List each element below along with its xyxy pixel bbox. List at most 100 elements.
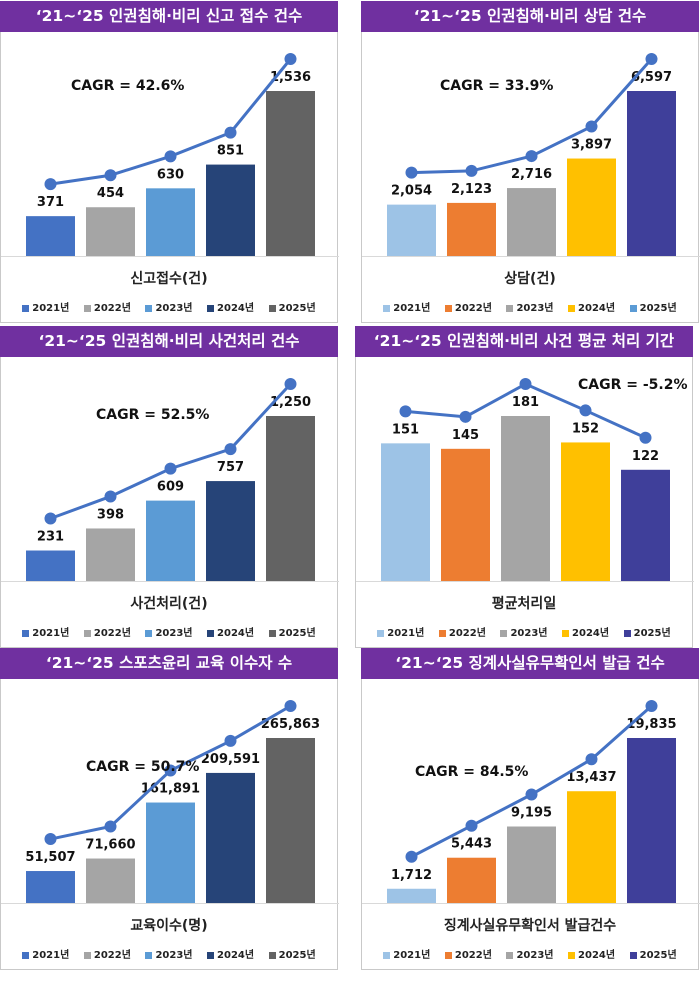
bar xyxy=(387,204,436,256)
trend-marker xyxy=(104,490,117,503)
trend-marker xyxy=(525,150,538,163)
chart-svg: 2,054 2,123 2,716 3,897 6,597 xyxy=(362,53,700,257)
trend-marker xyxy=(405,850,418,863)
chart-panel-counseling: ‘21~‘25 인권침해·비리 상담 건수 2,054 2,123 2,716 3,89… xyxy=(361,1,700,323)
trend-marker xyxy=(44,512,57,525)
bar xyxy=(507,188,556,256)
data-label: 152 xyxy=(572,421,599,436)
bar xyxy=(266,416,315,581)
legend-item: 2022년 xyxy=(83,946,131,961)
trend-marker xyxy=(645,700,658,712)
trend-marker xyxy=(44,178,57,191)
data-label: 19,835 xyxy=(626,717,676,732)
legend-item: 2025년 xyxy=(268,946,316,961)
chart-panel-avg-duration: ‘21~‘25 인권침해·비리 사건 평균 처리 기간 151 145 181 152 1… xyxy=(355,326,694,648)
bar xyxy=(441,448,490,581)
legend-label: 2023년 xyxy=(510,628,548,639)
legend-swatch xyxy=(268,951,276,959)
chart-title: ‘21~‘25 인권침해·비리 신고 접수 건수 xyxy=(0,1,338,32)
trend-marker xyxy=(459,410,472,423)
bar xyxy=(26,550,75,581)
x-axis-label: 징계사실유무확인서 발급건수 xyxy=(443,918,617,934)
trend-marker xyxy=(525,788,538,801)
legend-item: 2021년 xyxy=(383,299,430,314)
legend-swatch xyxy=(377,629,385,637)
bar xyxy=(627,91,676,256)
bar xyxy=(447,202,496,256)
legend-swatch xyxy=(444,304,452,312)
x-axis-label: 상담(건) xyxy=(504,271,556,287)
legend-swatch xyxy=(83,951,91,959)
legend-label: 2021년 xyxy=(32,303,70,314)
legend-item: 2024년 xyxy=(207,299,254,314)
trend-marker xyxy=(465,164,478,177)
chart-title: ‘21~‘25 징계사실유무확인서 발급 건수 xyxy=(361,648,699,679)
legend-swatch xyxy=(145,629,153,637)
legend-item: 2022년 xyxy=(438,624,486,639)
trend-marker xyxy=(44,833,57,846)
legend-item: 2022년 xyxy=(83,624,131,639)
data-label: 265,863 xyxy=(261,717,320,732)
chart-svg: 231 398 609 757 1,250 xyxy=(1,378,339,582)
legend-swatch xyxy=(568,951,576,959)
trend-marker xyxy=(164,462,177,475)
legend: 2021년 2022년 2023년 2024년 2025년 xyxy=(362,299,698,314)
legend-item: 2021년 xyxy=(383,946,430,961)
chart-panel-reports: ‘21~‘25 인권침해·비리 신고 접수 건수 371 454 630 851 1,53… xyxy=(0,1,339,323)
legend: 2021년 2022년 2023년 2024년 2025년 xyxy=(1,624,337,639)
legend-label: 2024년 xyxy=(572,628,610,639)
bar xyxy=(567,158,616,256)
data-label: 3,897 xyxy=(571,138,612,153)
legend-swatch xyxy=(22,304,30,312)
trend-marker xyxy=(284,378,297,390)
legend-swatch xyxy=(506,951,514,959)
trend-marker xyxy=(639,431,652,444)
bar xyxy=(266,91,315,256)
legend-swatch xyxy=(268,304,276,312)
legend-swatch xyxy=(22,951,30,959)
bar xyxy=(501,416,550,581)
legend-item: 2021년 xyxy=(22,299,69,314)
legend-swatch xyxy=(268,629,276,637)
legend-swatch xyxy=(500,629,508,637)
legend-swatch xyxy=(83,629,91,637)
legend-item: 2024년 xyxy=(568,299,615,314)
trend-marker xyxy=(399,405,412,418)
data-label: 209,591 xyxy=(201,752,260,767)
legend-item: 2022년 xyxy=(444,299,492,314)
legend-label: 2023년 xyxy=(516,303,554,314)
x-axis-label: 평균처리일 xyxy=(491,596,557,612)
bar xyxy=(387,888,436,903)
bar xyxy=(26,871,75,903)
bar xyxy=(206,481,255,581)
legend-swatch xyxy=(568,304,576,312)
data-label: 71,660 xyxy=(85,838,135,853)
x-axis-label: 사건처리(건) xyxy=(130,596,208,612)
data-label: 398 xyxy=(97,507,124,522)
legend-swatch xyxy=(207,951,215,959)
legend-item: 2023년 xyxy=(145,946,193,961)
bar xyxy=(86,207,135,256)
data-label: 122 xyxy=(632,449,659,464)
legend-label: 2024년 xyxy=(217,950,255,961)
trend-marker xyxy=(465,819,478,832)
legend-item: 2025년 xyxy=(623,624,671,639)
legend-label: 2021년 xyxy=(32,950,70,961)
chart-panel-case-handling: ‘21~‘25 인권침해·비리 사건처리 건수 231 398 609 757 1,250… xyxy=(0,326,339,648)
legend-swatch xyxy=(629,304,637,312)
bar xyxy=(86,528,135,581)
bar xyxy=(381,443,430,581)
legend-label: 2025년 xyxy=(278,950,316,961)
data-label: 1,250 xyxy=(270,395,311,410)
data-label: 371 xyxy=(37,195,64,210)
legend-label: 2025년 xyxy=(278,628,316,639)
legend-item: 2025년 xyxy=(629,299,677,314)
chart-svg: 151 145 181 152 122 xyxy=(356,378,694,582)
legend-item: 2023년 xyxy=(500,624,548,639)
trend-marker xyxy=(585,753,598,766)
legend-item: 2021년 xyxy=(22,624,69,639)
legend: 2021년 2022년 2023년 2024년 2025년 xyxy=(362,946,698,961)
legend-swatch xyxy=(207,304,215,312)
chart-svg: 1,712 5,443 9,195 13,437 19,835 xyxy=(362,700,700,904)
bar xyxy=(561,442,610,581)
